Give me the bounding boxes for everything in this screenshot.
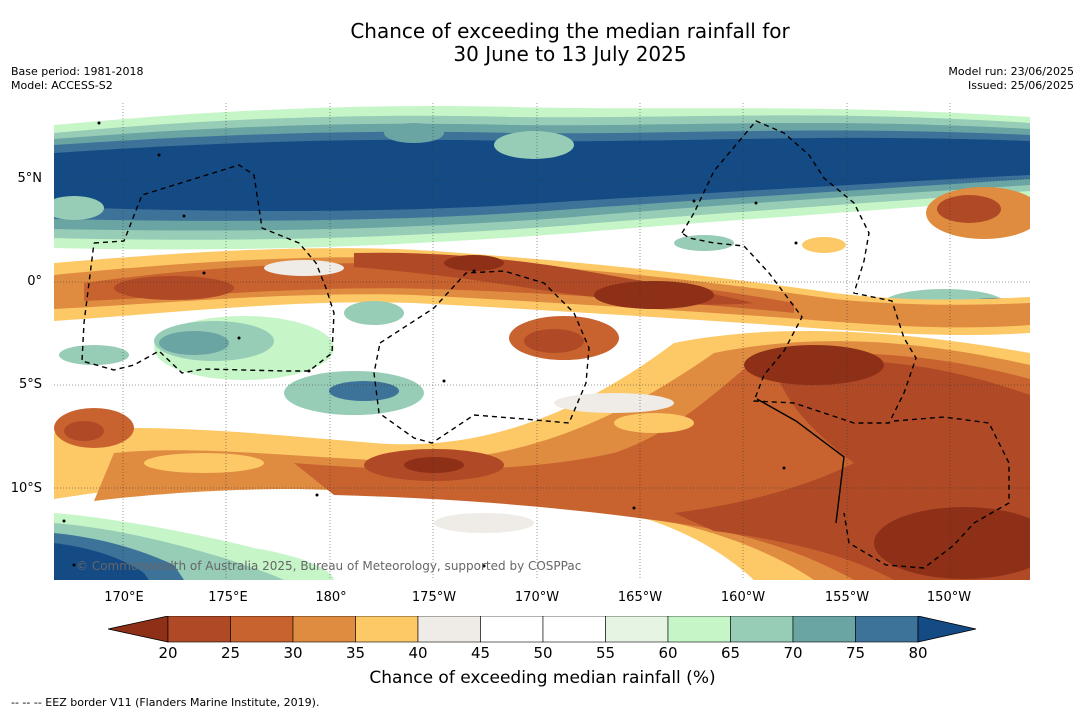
colorbar-tick-50: 50 [533, 644, 553, 662]
lat-label-0: 0° [27, 274, 42, 289]
eez-footnote: -- -- -- EEZ border V11 (Flanders Marine… [11, 696, 320, 709]
colorbar-tick-35: 35 [345, 644, 366, 662]
eez-borders [81, 120, 1010, 569]
meta-right: Model run: 23/06/2025 Issued: 25/06/2025 [948, 65, 1074, 93]
lon-label-150w: 150°W [926, 590, 972, 605]
colorbar-swatch-35-40 [355, 616, 419, 643]
colorbar-tick-60: 60 [658, 644, 678, 662]
colorbar-swatch-45-50 [480, 616, 544, 643]
colorbar-high-extension [917, 616, 977, 643]
colorbar-tick-80: 80 [908, 644, 928, 662]
eez-solid-segment [756, 398, 845, 524]
colorbar-title: Chance of exceeding median rainfall (%) [369, 668, 716, 688]
colorbar-swatch-50-55 [542, 616, 606, 643]
colorbar-low-extension [108, 616, 169, 643]
lon-label-180: 180° [315, 590, 347, 605]
lon-label-175w: 175°W [411, 590, 457, 605]
lon-label-155w: 155°W [824, 590, 870, 605]
lon-label-170w: 170°W [514, 590, 560, 605]
colorbar-swatch-40-45 [417, 616, 481, 643]
colorbar-swatch-75-80 [855, 616, 919, 643]
colorbar-tick-65: 65 [720, 644, 741, 662]
copyright-notice: © Commonwealth of Australia 2025, Bureau… [76, 559, 582, 573]
colorbar-swatch-60-65 [667, 616, 731, 643]
model-name: Model: ACCESS-S2 [11, 79, 113, 92]
northeast-dry-patch [802, 187, 1030, 253]
map-title: Chance of exceeding the median rainfall … [0, 20, 1085, 66]
base-period: Base period: 1981-2018 [11, 65, 144, 78]
islands [62, 121, 798, 568]
colorbar-tick-25: 25 [220, 644, 241, 662]
colorbar-swatch-65-70 [730, 616, 794, 643]
colorbar-tick-20: 20 [158, 644, 178, 662]
colorbar-tick-40: 40 [408, 644, 428, 662]
colorbar-swatch-70-75 [792, 616, 856, 643]
colorbar-tick-55: 55 [595, 644, 616, 662]
colorbar-tick-70: 70 [783, 644, 803, 662]
lon-label-170e: 170°E [104, 590, 144, 605]
southwest-wet-patch [59, 301, 424, 415]
rainfall-map[interactable] [54, 103, 1030, 580]
map-svg [54, 103, 1030, 580]
southwest-corner-wet [54, 513, 334, 580]
colorbar-swatch-30-35 [292, 616, 356, 643]
neutral-patches [264, 260, 694, 533]
lat-label-5s: 5°S [18, 377, 42, 392]
colorbar-tick-75: 75 [845, 644, 866, 662]
lat-label-10s: 10°S [10, 481, 42, 496]
colorbar-tick-30: 30 [283, 644, 303, 662]
colorbar [108, 616, 977, 643]
title-line-1: Chance of exceeding the median rainfall … [350, 19, 790, 43]
graticule [54, 103, 1030, 580]
lon-label-160w: 160°W [720, 590, 766, 605]
lon-label-165w: 165°W [617, 590, 663, 605]
title-line-2: 30 June to 13 July 2025 [453, 42, 687, 66]
colorbar-swatch-25-30 [230, 616, 294, 643]
colorbar-swatch-55-60 [605, 616, 669, 643]
lon-label-175e: 175°E [208, 590, 248, 605]
north-wet-band [54, 105, 1030, 318]
lat-label-5n: 5°N [17, 171, 43, 186]
meta-left: Base period: 1981-2018 Model: ACCESS-S2 [11, 65, 143, 93]
colorbar-swatch-20-25 [167, 616, 231, 643]
issued-date: Issued: 25/06/2025 [967, 79, 1074, 92]
model-run: Model run: 23/06/2025 [948, 65, 1074, 78]
colorbar-tick-45: 45 [470, 644, 491, 662]
